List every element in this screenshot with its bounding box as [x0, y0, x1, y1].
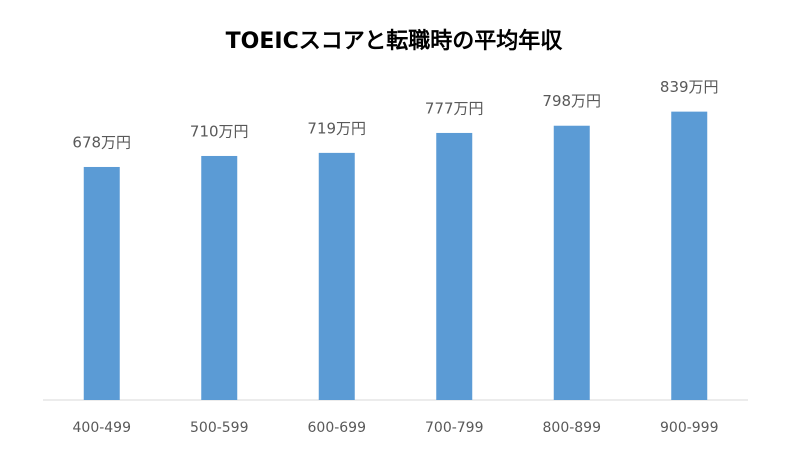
data-label: 839万円	[660, 78, 719, 96]
data-label: 678万円	[72, 133, 131, 151]
x-tick-label: 600-699	[308, 420, 367, 436]
bar	[671, 111, 708, 401]
bar	[553, 125, 590, 400]
bar	[201, 155, 238, 400]
data-label: 798万円	[542, 92, 601, 110]
x-tick-label: 700-799	[425, 420, 484, 436]
bar	[318, 152, 355, 400]
bar	[436, 132, 473, 400]
x-tick-label: 400-499	[73, 420, 132, 436]
x-tick-label: 500-599	[190, 420, 249, 436]
x-tick-label: 900-999	[660, 420, 719, 436]
bar	[83, 166, 120, 400]
data-label: 719万円	[307, 119, 366, 137]
data-label: 710万円	[190, 122, 249, 140]
x-tick-label: 800-899	[543, 420, 602, 436]
data-label: 777万円	[425, 99, 484, 117]
chart-title: TOEICスコアと転職時の平均年収	[226, 28, 564, 54]
